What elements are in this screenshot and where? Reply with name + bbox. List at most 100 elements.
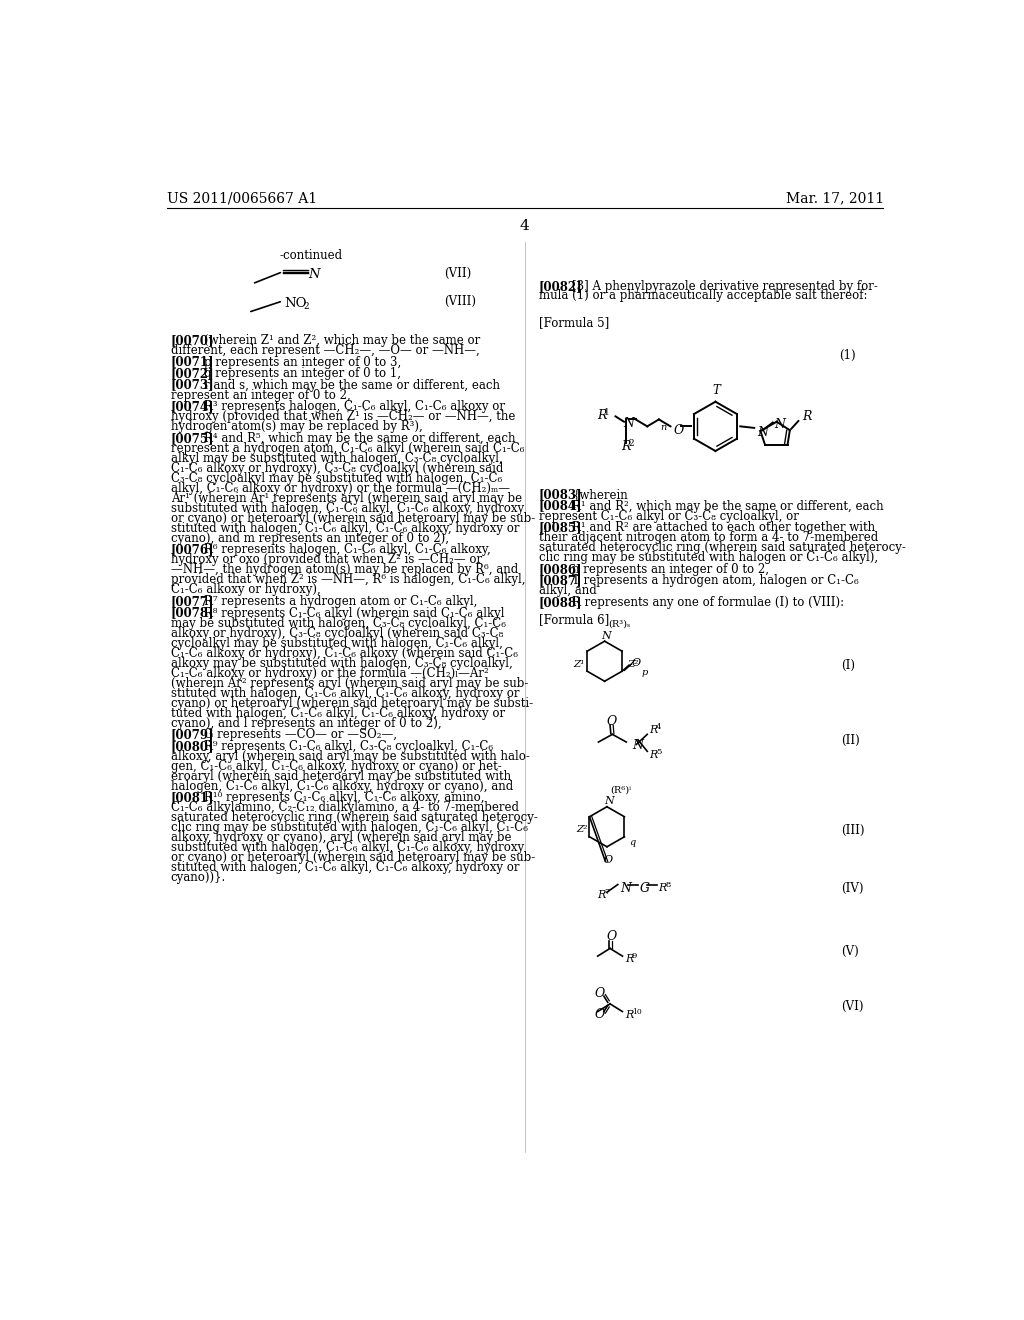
Text: [0081]: [0081] xyxy=(171,792,214,804)
Text: (I): (I) xyxy=(841,659,855,672)
Text: gen, C₁-C₆ alkyl, C₁-C₆ alkoxy, hydroxy or cyano) or het-: gen, C₁-C₆ alkyl, C₁-C₆ alkoxy, hydroxy … xyxy=(171,760,502,772)
Text: represent a hydrogen atom, C₁-C₆ alkyl (wherein said C₁-C₆: represent a hydrogen atom, C₁-C₆ alkyl (… xyxy=(171,442,524,455)
Text: (VII): (VII) xyxy=(444,268,471,280)
Text: alkoxy or hydroxy), C₃-C₈ cycloalkyl (wherein said C₃-C₈: alkoxy or hydroxy), C₃-C₈ cycloalkyl (wh… xyxy=(171,627,503,640)
Text: C₁-C₆ alkoxy or hydroxy), C₃-C₈ cycloalkyl (wherein said: C₁-C₆ alkoxy or hydroxy), C₃-C₈ cycloalk… xyxy=(171,462,503,475)
Text: or cyano) or heteroaryl (wherein said heteroaryl may be sub-: or cyano) or heteroaryl (wherein said he… xyxy=(171,512,535,525)
Text: R⁶ represents halogen, C₁-C₆ alkyl, C₁-C₆ alkoxy,: R⁶ represents halogen, C₁-C₆ alkyl, C₁-C… xyxy=(204,544,490,557)
Text: or cyano) or heteroaryl (wherein said heteroaryl may be sub-: or cyano) or heteroaryl (wherein said he… xyxy=(171,851,535,865)
Text: O: O xyxy=(607,929,617,942)
Text: cyano))}.: cyano))}. xyxy=(171,871,226,884)
Text: (IV): (IV) xyxy=(841,882,863,895)
Text: 2: 2 xyxy=(629,438,634,447)
Text: [0076]: [0076] xyxy=(171,544,214,557)
Text: R¹ and R², which may be the same or different, each: R¹ and R², which may be the same or diff… xyxy=(572,499,884,512)
Text: O: O xyxy=(607,714,617,727)
Text: represent C₁-C₆ alkyl or C₃-C₈ cycloalkyl, or: represent C₁-C₆ alkyl or C₃-C₈ cycloalky… xyxy=(539,510,799,523)
Text: [0070]: [0070] xyxy=(171,334,214,347)
Text: 10: 10 xyxy=(632,1007,641,1015)
Text: different, each represent —CH₂—, —O— or —NH—,: different, each represent —CH₂—, —O— or … xyxy=(171,345,479,356)
Text: {wherein: {wherein xyxy=(572,488,628,502)
Text: substituted with halogen, C₁-C₆ alkyl, C₁-C₆ alkoxy, hydroxy: substituted with halogen, C₁-C₆ alkyl, C… xyxy=(171,502,523,515)
Text: cyano), and l represents an integer of 0 to 2),: cyano), and l represents an integer of 0… xyxy=(171,717,441,730)
Text: alkoxy may be substituted with halogen, C₃-C₈ cycloalkyl,: alkoxy may be substituted with halogen, … xyxy=(171,656,512,669)
Text: [0077]: [0077] xyxy=(171,595,214,609)
Text: G represents —CO— or —SO₂—,: G represents —CO— or —SO₂—, xyxy=(204,729,397,742)
Text: (VIII): (VIII) xyxy=(444,296,476,308)
Text: C₃-C₈ cycloalkyl may be substituted with halogen, C₁-C₆: C₃-C₈ cycloalkyl may be substituted with… xyxy=(171,471,502,484)
Text: N: N xyxy=(624,417,634,430)
Text: O: O xyxy=(604,855,613,865)
Text: (R⁶)ⁱ: (R⁶)ⁱ xyxy=(610,785,631,795)
Text: hydrogen atom(s) may be replaced by R³),: hydrogen atom(s) may be replaced by R³), xyxy=(171,420,422,433)
Text: R⁴ and R⁵, which may be the same or different, each: R⁴ and R⁵, which may be the same or diff… xyxy=(204,432,515,445)
Text: 9: 9 xyxy=(632,952,637,960)
Text: [0082]: [0082] xyxy=(539,280,583,293)
Text: (R³)ₛ: (R³)ₛ xyxy=(608,620,631,628)
Text: R: R xyxy=(649,750,657,760)
Text: —NH—, the hydrogen atom(s) may be replaced by R⁶, and: —NH—, the hydrogen atom(s) may be replac… xyxy=(171,564,518,577)
Text: C₁-C₆ alkoxy or hydroxy), C₁-C₆ alkoxy (wherein said C₁-C₆: C₁-C₆ alkoxy or hydroxy), C₁-C₆ alkoxy (… xyxy=(171,647,517,660)
Text: R: R xyxy=(597,409,606,422)
Text: (wherein Ar² represents aryl (wherein said aryl may be sub-: (wherein Ar² represents aryl (wherein sa… xyxy=(171,677,528,689)
Text: 4: 4 xyxy=(655,722,662,731)
Text: alkyl, and: alkyl, and xyxy=(539,585,597,597)
Text: [0087]: [0087] xyxy=(539,574,583,587)
Text: clic ring may be substituted with halogen or C₁-C₆ alkyl),: clic ring may be substituted with haloge… xyxy=(539,552,878,564)
Text: [0083]: [0083] xyxy=(539,488,583,502)
Text: [Formula 5]: [Formula 5] xyxy=(539,317,609,329)
Text: saturated heterocyclic ring (wherein said saturated heterocy-: saturated heterocyclic ring (wherein sai… xyxy=(539,541,905,554)
Text: 5: 5 xyxy=(655,748,662,756)
Text: saturated heterocyclic ring (wherein said saturated heterocy-: saturated heterocyclic ring (wherein sai… xyxy=(171,812,538,825)
Text: 4: 4 xyxy=(520,219,529,234)
Text: R: R xyxy=(625,954,633,964)
Text: hydroxy or oxo (provided that when Z² is —CH₂— or: hydroxy or oxo (provided that when Z² is… xyxy=(171,553,481,566)
Text: R: R xyxy=(625,1010,633,1019)
Text: cyano), and m represents an integer of 0 to 2),: cyano), and m represents an integer of 0… xyxy=(171,532,449,545)
Text: O: O xyxy=(595,986,605,999)
Text: [0080]: [0080] xyxy=(171,739,214,752)
Text: stituted with halogen, C₁-C₆ alkyl, C₁-C₆ alkoxy, hydroxy or: stituted with halogen, C₁-C₆ alkyl, C₁-C… xyxy=(171,686,519,700)
Text: [0086]: [0086] xyxy=(539,562,583,576)
Text: C₁-C₆ alkoxy or hydroxy) or the formula —(CH₂)ₗ—Ar²: C₁-C₆ alkoxy or hydroxy) or the formula … xyxy=(171,667,488,680)
Text: N: N xyxy=(758,426,768,440)
Text: halogen, C₁-C₆ alkyl, C₁-C₆ alkoxy, hydroxy or cyano), and: halogen, C₁-C₆ alkyl, C₁-C₆ alkoxy, hydr… xyxy=(171,780,513,793)
Text: alkoxy, hydroxy or cyano), aryl (wherein said aryl may be: alkoxy, hydroxy or cyano), aryl (wherein… xyxy=(171,832,511,845)
Text: (II): (II) xyxy=(841,734,860,747)
Text: [0074]: [0074] xyxy=(171,400,214,413)
Text: N: N xyxy=(308,268,321,281)
Text: (III): (III) xyxy=(841,824,864,837)
Text: US 2011/0065667 A1: US 2011/0065667 A1 xyxy=(167,191,316,206)
Text: Mar. 17, 2011: Mar. 17, 2011 xyxy=(785,191,884,206)
Text: r and s, which may be the same or different, each: r and s, which may be the same or differ… xyxy=(204,379,500,392)
Text: [0088]: [0088] xyxy=(539,595,583,609)
Text: [0078]: [0078] xyxy=(171,607,214,619)
Text: n: n xyxy=(660,422,667,432)
Text: N: N xyxy=(621,882,631,895)
Text: alkoxy, aryl (wherein said aryl may be substituted with halo-: alkoxy, aryl (wherein said aryl may be s… xyxy=(171,750,529,763)
Text: 2: 2 xyxy=(303,302,309,310)
Text: R⁷ represents a hydrogen atom or C₁-C₆ alkyl,: R⁷ represents a hydrogen atom or C₁-C₆ a… xyxy=(204,595,477,609)
Text: [0072]: [0072] xyxy=(171,367,214,380)
Text: [0075]: [0075] xyxy=(171,432,214,445)
Text: Z²: Z² xyxy=(575,825,588,834)
Text: C₁-C₆ alkoxy or hydroxy),: C₁-C₆ alkoxy or hydroxy), xyxy=(171,583,321,597)
Text: alkyl may be substituted with halogen, C₃-C₈ cycloalkyl,: alkyl may be substituted with halogen, C… xyxy=(171,451,503,465)
Text: 7: 7 xyxy=(604,888,610,896)
Text: N: N xyxy=(601,631,611,640)
Text: [0071]: [0071] xyxy=(171,355,214,368)
Text: NO: NO xyxy=(285,297,307,310)
Text: R: R xyxy=(649,725,657,735)
Text: [0079]: [0079] xyxy=(171,729,214,742)
Text: N: N xyxy=(774,417,785,430)
Text: (V): (V) xyxy=(841,945,859,958)
Text: provided that when Z² is —NH—, R⁶ is halogen, C₁-C₆ alkyl,: provided that when Z² is —NH—, R⁶ is hal… xyxy=(171,573,525,586)
Text: R⁹ represents C₁-C₆ alkyl, C₃-C₈ cycloalkyl, C₁-C₆: R⁹ represents C₁-C₆ alkyl, C₃-C₈ cycloal… xyxy=(204,739,494,752)
Text: R: R xyxy=(622,440,631,453)
Text: cyano) or heteroaryl (wherein said heteroaryl may be substi-: cyano) or heteroaryl (wherein said heter… xyxy=(171,697,532,710)
Text: represent an integer of 0 to 2,: represent an integer of 0 to 2, xyxy=(171,388,350,401)
Text: Z²: Z² xyxy=(627,660,639,669)
Text: 1: 1 xyxy=(604,408,609,417)
Text: substituted with halogen, C₁-C₆ alkyl, C₁-C₆ alkoxy, hydroxy: substituted with halogen, C₁-C₆ alkyl, C… xyxy=(171,841,523,854)
Text: stituted with halogen, C₁-C₆ alkyl, C₁-C₆ alkoxy, hydroxy or: stituted with halogen, C₁-C₆ alkyl, C₁-C… xyxy=(171,521,519,535)
